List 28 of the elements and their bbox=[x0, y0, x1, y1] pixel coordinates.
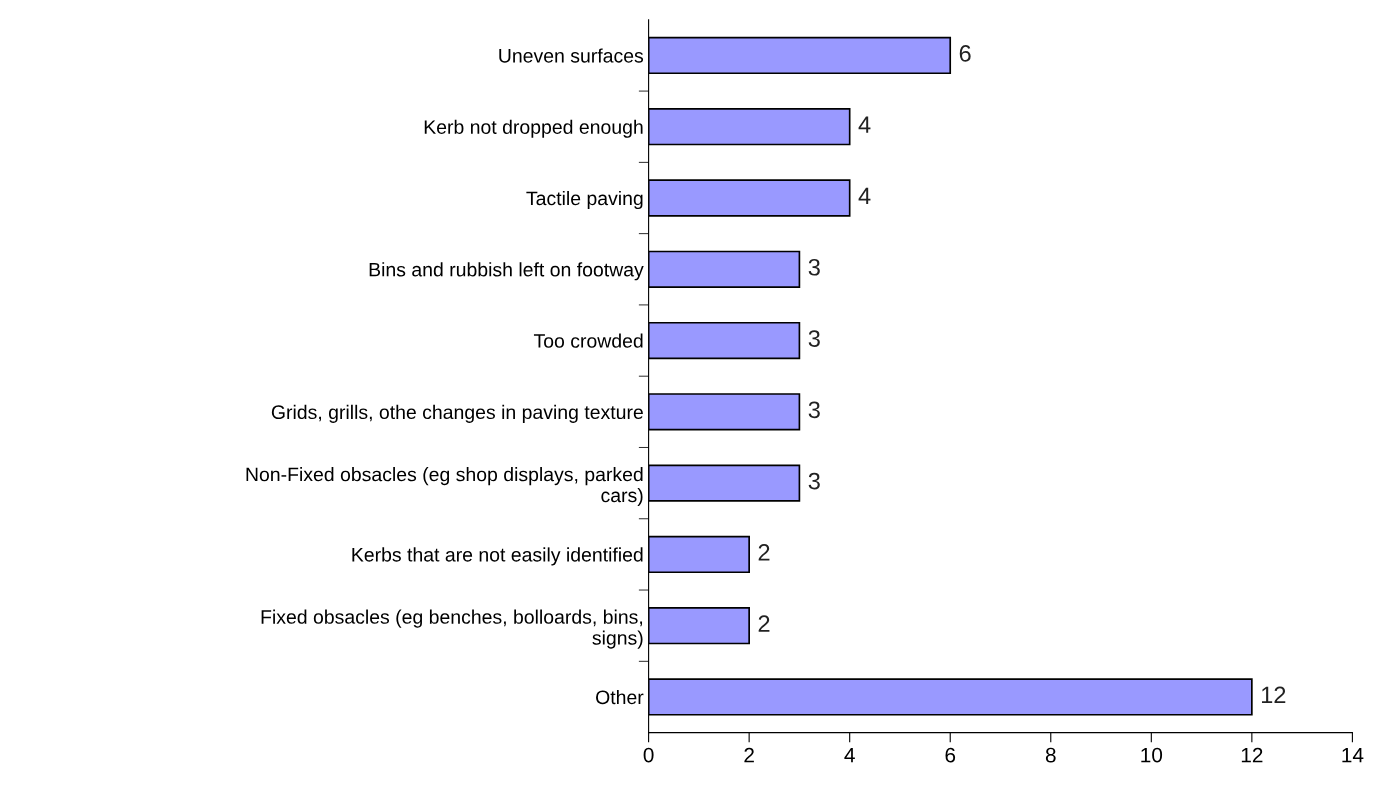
x-tick-label: 14 bbox=[1342, 747, 1364, 763]
y-tick-label: Kerbs that are not easily identified bbox=[352, 547, 643, 566]
data-label: 4 bbox=[858, 187, 871, 205]
data-label: 2 bbox=[758, 544, 770, 561]
x-tick-label: 10 bbox=[1141, 747, 1163, 763]
x-tick-label: 6 bbox=[945, 747, 956, 763]
data-label: 6 bbox=[959, 45, 971, 62]
y-tick-label: Tactile paving bbox=[526, 190, 643, 210]
y-tick-label: Too crowded bbox=[533, 333, 643, 348]
data-label: 12 bbox=[1261, 686, 1286, 704]
x-tick-label: 2 bbox=[744, 747, 754, 763]
data-label: 4 bbox=[858, 116, 871, 133]
x-tick-label: 12 bbox=[1241, 747, 1263, 763]
x-tick-label: 4 bbox=[844, 747, 855, 763]
y-tick-label: Other bbox=[596, 689, 644, 705]
data-label: 3 bbox=[808, 472, 820, 490]
data-label: 3 bbox=[808, 258, 820, 276]
data-label: 2 bbox=[758, 615, 770, 632]
y-tick-label: Uneven surfaces bbox=[499, 48, 644, 63]
y-tick-label: Grids, grills, othe changes in paving texture bbox=[271, 404, 643, 423]
y-tick-label: Kerb not dropped enough bbox=[424, 119, 643, 138]
data-label: 3 bbox=[808, 330, 820, 347]
y-tick-label: Fixed obsacles (eg benches, bolloards, bins, signs) bbox=[261, 609, 643, 649]
x-tick-label: 0 bbox=[643, 747, 654, 763]
y-tick-label: Bins and rubbish left on footway bbox=[369, 262, 644, 281]
y-tick-label: Non-Fixed obsacles (eg shop displays, parked cars) bbox=[246, 467, 643, 507]
x-tick-label: 8 bbox=[1045, 747, 1056, 763]
data-label: 3 bbox=[808, 401, 820, 419]
